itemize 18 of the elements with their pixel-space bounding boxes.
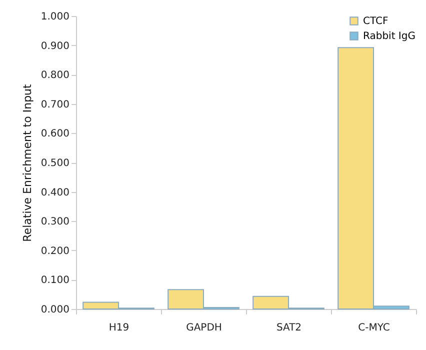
legend-label: CTCF [363,16,388,27]
y-tick-label: 0.700 [40,99,70,110]
x-tick-label: H19 [108,322,130,334]
y-tick-label: 0.000 [40,304,70,316]
x-tick-label: C-MYC [358,322,390,334]
y-tick-label: 1.000 [40,12,70,22]
y-tick-label: 0.800 [40,70,70,82]
y-tick-label: 0.400 [40,187,70,198]
y-tick-label: 0.200 [40,246,70,257]
y-tick-label: 0.100 [40,275,70,286]
y-tick-label: 0.500 [40,158,70,169]
y-tick-label: 0.900 [40,40,70,52]
x-tick-label: SAT2 [276,322,302,334]
y-tick-label: 0.600 [40,128,70,140]
y-axis-title: Relative Enrichment to Input [20,83,34,242]
x-tick-label: GAPDH [186,322,222,334]
y-tick-label: 0.300 [40,216,70,228]
legend-label: Rabbit IgG [363,31,416,42]
